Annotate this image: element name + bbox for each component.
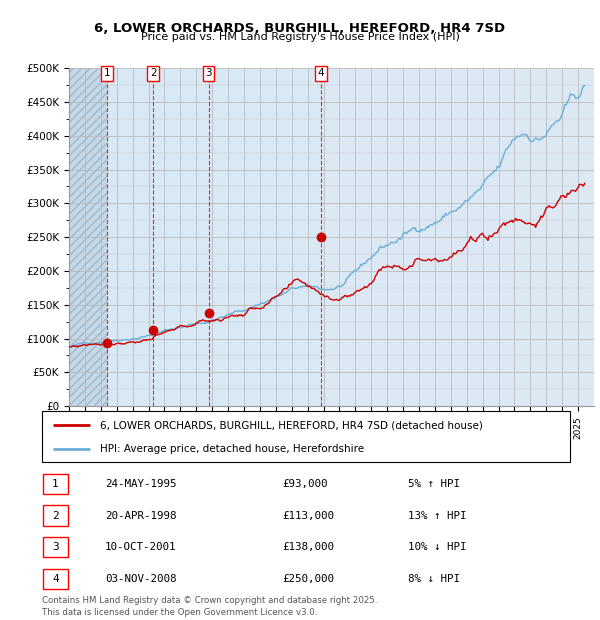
Text: £138,000: £138,000 [282,542,334,552]
Text: Price paid vs. HM Land Registry's House Price Index (HPI): Price paid vs. HM Land Registry's House … [140,32,460,42]
Text: 2: 2 [52,510,59,521]
Text: 8% ↓ HPI: 8% ↓ HPI [408,574,460,584]
Text: 03-NOV-2008: 03-NOV-2008 [105,574,176,584]
Text: 1: 1 [52,479,59,489]
FancyBboxPatch shape [43,474,68,494]
Text: 1: 1 [104,68,110,78]
Text: 6, LOWER ORCHARDS, BURGHILL, HEREFORD, HR4 7SD (detached house): 6, LOWER ORCHARDS, BURGHILL, HEREFORD, H… [100,420,483,430]
FancyBboxPatch shape [43,505,68,526]
Text: 4: 4 [317,68,325,78]
FancyBboxPatch shape [43,569,68,589]
Text: 10% ↓ HPI: 10% ↓ HPI [408,542,467,552]
Text: 24-MAY-1995: 24-MAY-1995 [105,479,176,489]
Bar [107,68,321,406]
Text: 10-OCT-2001: 10-OCT-2001 [105,542,176,552]
Text: 6, LOWER ORCHARDS, BURGHILL, HEREFORD, HR4 7SD: 6, LOWER ORCHARDS, BURGHILL, HEREFORD, H… [94,22,506,35]
Text: 3: 3 [205,68,212,78]
Text: 3: 3 [52,542,59,552]
Text: HPI: Average price, detached house, Herefordshire: HPI: Average price, detached house, Here… [100,444,364,454]
Text: £113,000: £113,000 [282,510,334,521]
Text: 13% ↑ HPI: 13% ↑ HPI [408,510,467,521]
Text: 2: 2 [150,68,157,78]
Text: 20-APR-1998: 20-APR-1998 [105,510,176,521]
Text: 5% ↑ HPI: 5% ↑ HPI [408,479,460,489]
Text: £250,000: £250,000 [282,574,334,584]
Text: Contains HM Land Registry data © Crown copyright and database right 2025.
This d: Contains HM Land Registry data © Crown c… [42,596,377,618]
Text: £93,000: £93,000 [282,479,328,489]
FancyBboxPatch shape [43,537,68,557]
Bar [69,68,107,406]
Text: 4: 4 [52,574,59,584]
FancyBboxPatch shape [42,411,570,462]
